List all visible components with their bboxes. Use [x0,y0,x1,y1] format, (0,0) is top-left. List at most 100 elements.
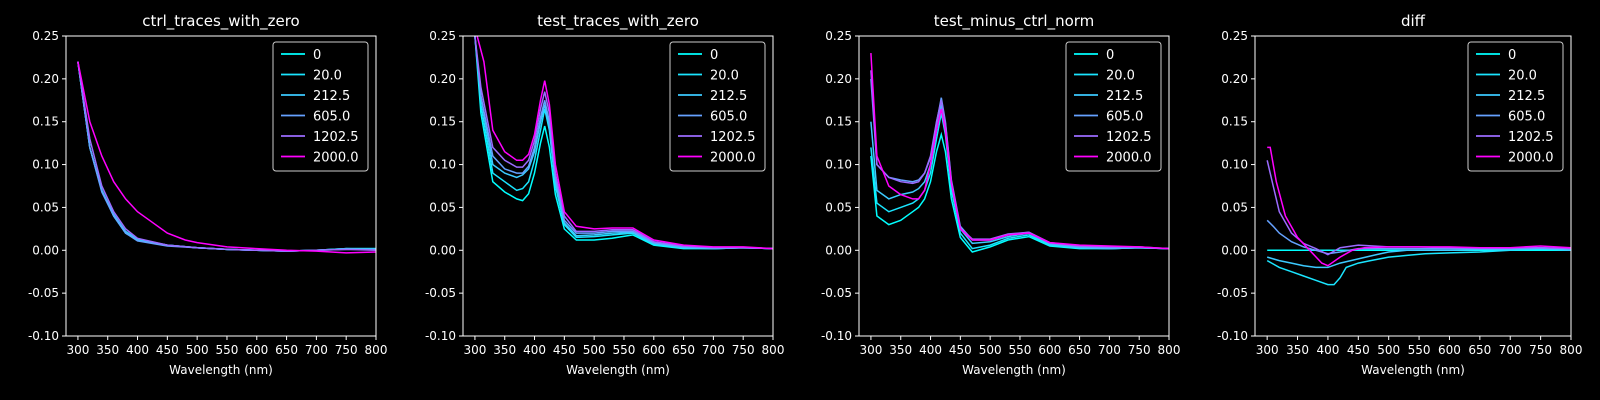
axes-frame [858,35,1170,337]
legend-entry: 0 [710,48,718,63]
legend-entry: 605.0 [313,110,350,125]
x-tick-label: 500 [186,343,209,357]
y-tick-label: 0.25 [1221,29,1248,43]
chart-panel-1: 300 350 400 450 500 550 600 650 700 750 800 -0.10 -0… [425,12,785,377]
chart-title: diff [1401,12,1426,30]
y-tick-label: 0.10 [32,158,59,172]
legend-entry: 20.0 [313,69,342,84]
x-tick-label: 400 [126,343,149,357]
x-tick-label: 650 [672,343,695,357]
x-tick-label: 600 [1038,343,1061,357]
chart-panel-0: 300 350 400 450 500 550 600 650 700 750 800 -0.10 -0… [28,12,388,377]
x-tick-label: 450 [553,343,576,357]
series-line-5 [77,61,376,254]
legend: 0 20.0 212.5 605.0 1202.5 2000.0 [272,41,369,172]
y-tick-label: 0.25 [32,29,59,43]
x-tick-label: 500 [979,343,1002,357]
x-tick-label: 700 [1098,343,1121,357]
legend-entry: 20.0 [1508,69,1537,84]
legend-entry: 1202.5 [1106,130,1152,145]
x-tick-label: 400 [919,343,942,357]
legend-entry: 20.0 [710,69,739,84]
y-tick-label: 0.25 [429,29,456,43]
x-tick-label: 350 [96,343,119,357]
x-tick-label: 750 [732,343,755,357]
series-line-1 [1266,247,1571,286]
legend-entry: 2000.0 [710,151,756,166]
x-tick-label: 750 [1529,343,1552,357]
x-tick-label: 400 [1316,343,1339,357]
x-tick-label: 600 [245,343,268,357]
legend-entry: 0 [313,48,321,63]
x-tick-label: 350 [1286,343,1309,357]
legend-entry: 20.0 [1106,69,1135,84]
legend-entry: 212.5 [313,89,350,104]
y-tick-label: 0.15 [1221,115,1248,129]
x-tick-label: 400 [523,343,546,357]
x-tick-label: 800 [762,343,785,357]
y-tick-label: 0.20 [1221,72,1248,86]
chart-panel-3: 300 350 400 450 500 550 600 650 700 750 800 -0.10 -0… [1217,12,1583,377]
y-tick-label: 0.00 [825,243,852,257]
x-tick-label: 650 [1068,343,1091,357]
legend-entry: 605.0 [710,110,747,125]
x-tick-label: 450 [156,343,179,357]
series-line-4 [474,36,773,250]
x-tick-label: 700 [1499,343,1522,357]
x-tick-label: 600 [642,343,665,357]
axes-frame [65,35,377,337]
y-tick-label: -0.05 [28,286,59,300]
legend-entry: 1202.5 [1508,130,1554,145]
x-tick-label: 300 [66,343,89,357]
series-line-2 [1266,247,1571,269]
x-tick-label: 800 [1158,343,1181,357]
y-tick-label: -0.10 [1217,329,1248,343]
y-tick-label: -0.05 [821,286,852,300]
legend: 0 20.0 212.5 605.0 1202.5 2000.0 [1065,41,1162,172]
legend-entry: 2000.0 [1508,151,1554,166]
x-tick-label: 300 [463,343,486,357]
y-tick-label: 0.00 [429,243,456,257]
y-tick-label: 0.10 [1221,158,1248,172]
legend-entry: 2000.0 [1106,151,1152,166]
chart-title: test_traces_with_zero [537,12,699,31]
y-tick-label: 0.20 [429,72,456,86]
y-tick-label: 0.20 [825,72,852,86]
x-axis-label: Wavelength (nm) [169,363,273,377]
y-tick-label: 0.05 [429,200,456,214]
y-tick-label: 0.00 [32,243,59,257]
y-tick-label: 0.15 [429,115,456,129]
x-axis-label: Wavelength (nm) [1361,363,1465,377]
x-tick-label: 550 [216,343,239,357]
legend-entry: 0 [1106,48,1114,63]
x-tick-label: 800 [1560,343,1583,357]
legend-entry: 212.5 [1508,89,1545,104]
x-tick-label: 650 [275,343,298,357]
x-tick-label: 550 [613,343,636,357]
x-tick-label: 450 [949,343,972,357]
series-line-4 [1266,160,1571,256]
x-tick-label: 300 [1256,343,1279,357]
series-line-5 [1267,146,1571,267]
x-tick-label: 550 [1408,343,1431,357]
x-tick-label: 450 [1347,343,1370,357]
x-tick-label: 350 [889,343,912,357]
x-tick-label: 500 [1377,343,1400,357]
x-tick-label: 800 [365,343,388,357]
y-tick-label: 0.05 [1221,200,1248,214]
x-tick-label: 300 [859,343,882,357]
y-tick-label: 0.15 [825,115,852,129]
legend: 0 20.0 212.5 605.0 1202.5 2000.0 [669,41,766,172]
legend-entry: 212.5 [710,89,747,104]
y-tick-label: -0.10 [425,329,456,343]
y-tick-label: 0.00 [1221,243,1248,257]
x-tick-label: 500 [583,343,606,357]
y-tick-label: -0.10 [821,329,852,343]
y-tick-label: 0.05 [32,200,59,214]
y-tick-label: 0.25 [825,29,852,43]
chart-title: test_minus_ctrl_norm [934,12,1095,31]
x-axis-label: Wavelength (nm) [566,363,670,377]
x-tick-label: 700 [305,343,328,357]
legend-entry: 212.5 [1106,89,1143,104]
